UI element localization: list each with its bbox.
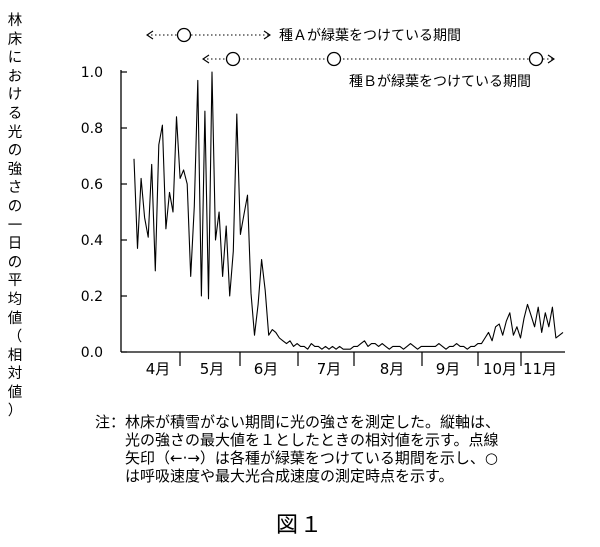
- y-tick-label: 0.8: [81, 121, 103, 137]
- note-head: 注：: [95, 413, 126, 431]
- x-month-label: 8月: [380, 360, 405, 378]
- x-month-label: 6月: [254, 360, 279, 378]
- period-a-label: 種Ａが緑葉をつけている期間: [279, 28, 461, 44]
- y-tick-label: 0.4: [81, 233, 103, 249]
- x-month-label: 5月: [200, 360, 225, 378]
- y-axis-label: 林床における光の強さの一日の平均値（相対値）: [7, 13, 23, 420]
- y-tick-label: 1.0: [81, 65, 103, 81]
- period-b-label: 種Ｂが緑葉をつけている期間: [349, 74, 531, 90]
- period-a-marker: [176, 27, 192, 43]
- y-tick-label: 0.6: [81, 177, 103, 193]
- x-month-label: 10月: [483, 360, 517, 378]
- period-b-marker-3: [528, 51, 544, 67]
- period-b-arrow-head-left: [202, 54, 210, 64]
- x-month-label: 9月: [436, 360, 461, 378]
- x-month-label: 7月: [317, 360, 342, 378]
- figure-note: 注： 林床が積雪がない期間に光の強さを測定した。縦軸は、 光の強さの最大値を１と…: [95, 413, 595, 485]
- figure-label: 図１: [275, 513, 324, 538]
- note-line-1: 林床が積雪がない期間に光の強さを測定した。縦軸は、: [125, 413, 501, 431]
- period-a-arrow-head-right: [263, 30, 271, 40]
- x-month-label: 4月: [146, 360, 171, 378]
- chart: 0.0 0.2 0.4 0.6 0.8 1.0 4月 5月 6月 7月 8月 9月 10月 11月 種Ａが緑…: [81, 27, 565, 378]
- note-line-2: 光の強さの最大値を１としたときの相対値を示す。点線: [125, 431, 499, 449]
- note-line-4: は呼吸速度や最大光合成速度の測定時点を示す。: [125, 467, 454, 485]
- y-tick-label: 0.0: [81, 345, 103, 361]
- period-b-arrow-head-right: [547, 54, 555, 64]
- period-b-marker-1: [225, 51, 241, 67]
- period-b-marker-2: [326, 51, 342, 67]
- note-line-3: 矢印（←·→）は各種が緑葉をつけている期間を示し、○: [125, 449, 499, 467]
- x-month-label: 11月: [523, 360, 557, 378]
- series-line: [133, 71, 564, 350]
- y-tick-label: 0.2: [81, 289, 103, 305]
- period-a-arrow-head-left: [146, 30, 154, 40]
